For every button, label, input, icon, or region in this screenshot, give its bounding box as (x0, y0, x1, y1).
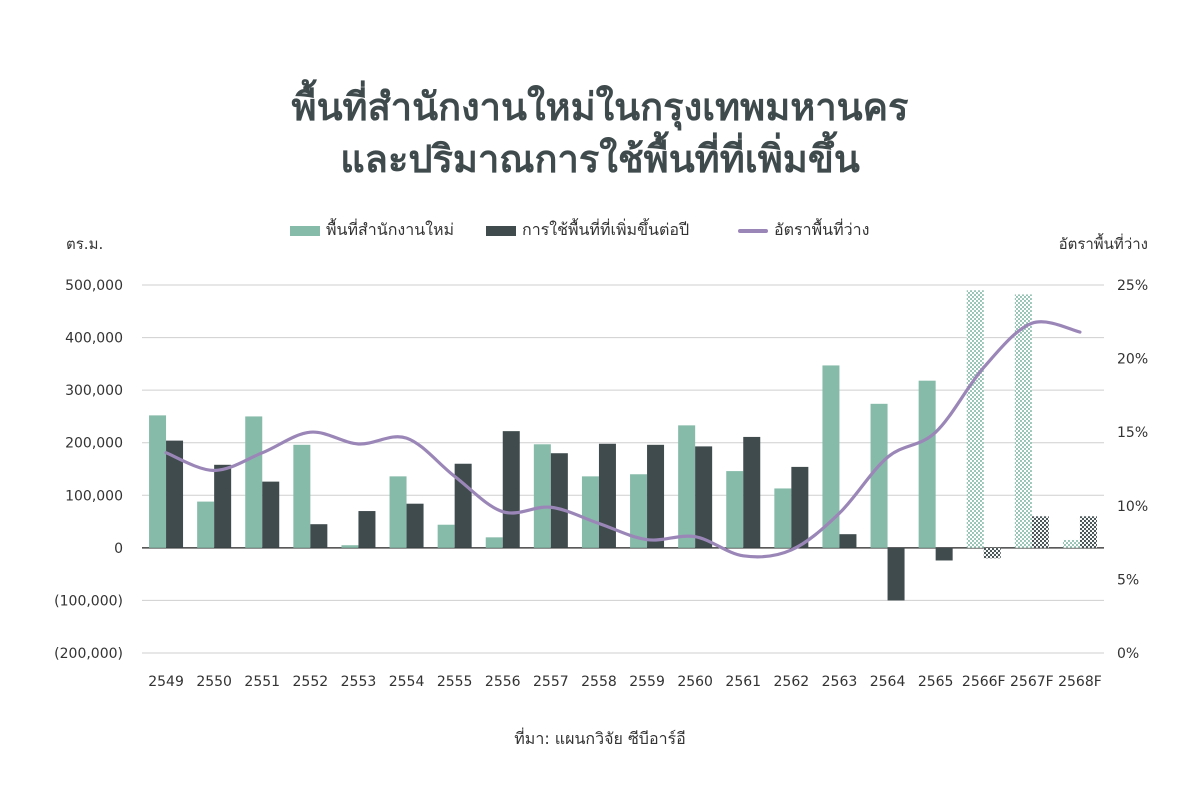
legend-item-net-absorption: การใช้พื้นที่ที่เพิ่มขึ้นต่อปี (486, 218, 689, 243)
bar-net-absorption (262, 481, 280, 548)
y-tick-label: 100,000 (65, 488, 123, 504)
bar-net-absorption (935, 547, 953, 561)
x-tick-label: 2561 (725, 674, 761, 690)
legend-swatch-net-absorption (486, 225, 516, 236)
x-tick-label: 2557 (533, 674, 569, 690)
bar-net-absorption (839, 534, 857, 548)
x-tick-label: 2554 (389, 674, 425, 690)
x-tick-label: 2552 (293, 674, 329, 690)
x-tick-label: 2550 (196, 674, 232, 690)
x-tick-label: 2558 (581, 674, 617, 690)
legend-swatch-new-supply (290, 225, 320, 236)
bar-net-absorption (791, 466, 809, 548)
x-tick-label: 2560 (677, 674, 713, 690)
bar-new-supply (245, 416, 263, 548)
left-axis-title: ตร.ม. (66, 235, 104, 253)
bar-net-absorption (983, 547, 1001, 559)
x-tick-label: 2563 (822, 674, 858, 690)
bar-new-supply (630, 474, 648, 548)
bar-new-supply (774, 488, 792, 548)
bar-net-absorption (406, 503, 424, 548)
bar-new-supply (1014, 294, 1032, 548)
bar-net-absorption (310, 524, 328, 548)
bar-new-supply (341, 545, 359, 548)
y-tick-label: 500,000 (65, 278, 123, 294)
bar-new-supply (485, 537, 503, 548)
y-tick-label: 200,000 (65, 436, 123, 452)
bar-new-supply (822, 365, 840, 548)
bar-new-supply (149, 415, 167, 548)
y2-tick-label: 0% (1117, 646, 1139, 662)
chart-legend: พื้นที่สำนักงานใหม่ การใช้พื้นที่ที่เพิ่… (0, 218, 1200, 244)
bar-net-absorption (1079, 516, 1097, 548)
bar-net-absorption (454, 463, 472, 548)
bar-net-absorption (358, 511, 376, 548)
legend-item-vacancy: อัตราพื้นที่ว่าง (738, 218, 869, 243)
bar-new-supply (197, 501, 215, 548)
bar-net-absorption (695, 446, 713, 548)
legend-swatch-vacancy (738, 228, 768, 233)
x-tick-label: 2559 (629, 674, 665, 690)
x-tick-label: 2566F (962, 674, 1006, 690)
y2-tick-label: 25% (1117, 278, 1148, 294)
bar-new-supply (581, 476, 599, 548)
y2-tick-label: 20% (1117, 352, 1148, 368)
y2-tick-label: 10% (1117, 499, 1148, 515)
x-tick-label: 2562 (774, 674, 810, 690)
bar-new-supply (533, 444, 551, 548)
legend-item-new-supply: พื้นที่สำนักงานใหม่ (290, 218, 454, 243)
bar-new-supply (726, 471, 744, 548)
legend-label-vacancy: อัตราพื้นที่ว่าง (774, 220, 870, 239)
bar-new-supply (389, 476, 407, 548)
x-tick-label: 2565 (918, 674, 954, 690)
bar-net-absorption (598, 443, 616, 548)
y-tick-label: 0 (114, 541, 123, 557)
bar-new-supply (870, 403, 888, 548)
source-note: ที่มา: แผนกวิจัย ซีบีอาร์อี (514, 729, 686, 748)
bar-net-absorption (887, 547, 905, 601)
bar-net-absorption (1031, 516, 1049, 548)
x-tick-label: 2551 (244, 674, 280, 690)
legend-label-new-supply: พื้นที่สำนักงานใหม่ (326, 220, 455, 239)
bar-new-supply (918, 380, 936, 548)
bar-new-supply (1062, 539, 1080, 548)
bar-new-supply (437, 524, 455, 548)
y-tick-label: (200,000) (54, 646, 123, 662)
x-tick-label: 2549 (148, 674, 184, 690)
x-tick-label: 2556 (485, 674, 521, 690)
y2-tick-label: 15% (1117, 425, 1148, 441)
x-tick-label: 2555 (437, 674, 473, 690)
chart-title-line-1: พื้นที่สำนักงานใหม่ในกรุงเทพมหานคร (291, 84, 909, 129)
bar-new-supply (966, 290, 984, 548)
x-tick-label: 2568F (1058, 674, 1102, 690)
y-tick-label: 300,000 (65, 383, 123, 399)
legend-label-net-absorption: การใช้พื้นที่ที่เพิ่มขึ้นต่อปี (522, 220, 690, 239)
bar-net-absorption (743, 436, 761, 548)
y-tick-label: (100,000) (54, 593, 123, 609)
bar-net-absorption (502, 431, 520, 548)
bar-net-absorption (166, 440, 184, 548)
x-tick-label: 2553 (341, 674, 377, 690)
bar-new-supply (678, 425, 696, 548)
bar-net-absorption (214, 464, 232, 548)
bar-new-supply (293, 444, 311, 548)
y-tick-label: 400,000 (65, 331, 123, 347)
y2-tick-label: 5% (1117, 572, 1139, 588)
x-tick-label: 2564 (870, 674, 906, 690)
bar-net-absorption (647, 444, 665, 548)
bar-net-absorption (550, 453, 568, 548)
vacancy-rate-line (164, 320, 1082, 559)
x-tick-label: 2567F (1010, 674, 1054, 690)
right-axis-title: อัตราพื้นที่ว่าง (1058, 235, 1148, 253)
chart-title-line-2: และปริมาณการใช้พื้นที่ที่เพิ่มขึ้น (340, 136, 860, 181)
